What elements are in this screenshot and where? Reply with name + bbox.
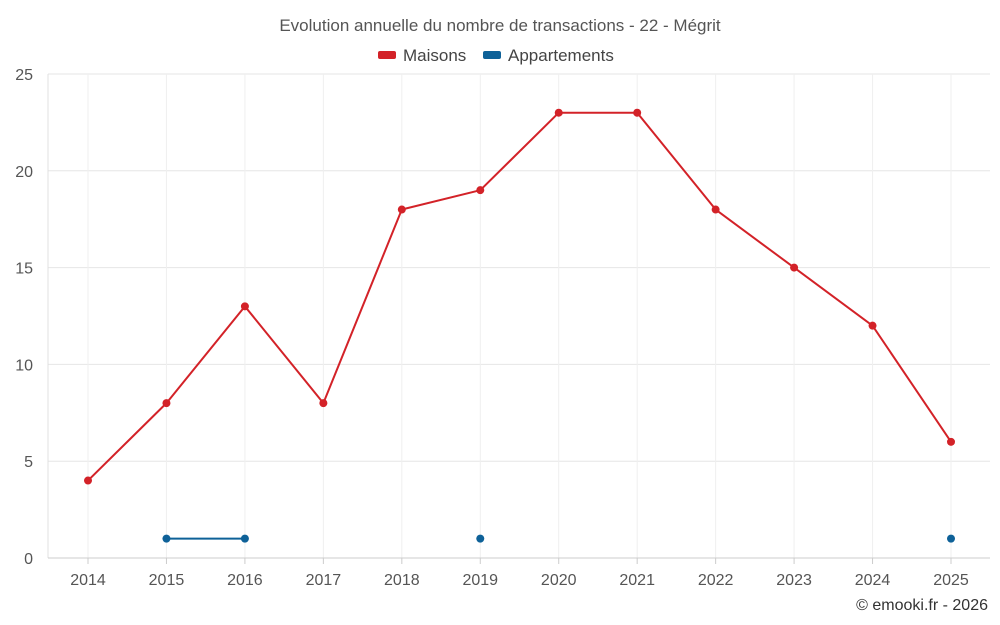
data-point[interactable] [476,186,485,195]
y-tick-label: 15 [15,261,33,278]
series-appartements [162,534,955,543]
data-point[interactable] [397,205,406,214]
grid [48,73,990,558]
x-tick-label: 2025 [933,572,969,589]
legend: Maisons Appartements [378,46,614,65]
x-tick-label: 2023 [776,572,812,589]
x-tick-label: 2022 [698,572,734,589]
y-tick-label: 10 [15,357,33,374]
x-tick-label: 2019 [462,572,498,589]
x-tick-label: 2017 [306,572,342,589]
x-tick-label: 2024 [855,572,891,589]
series-maisons [84,108,955,485]
legend-item-maisons[interactable]: Maisons [378,46,466,65]
series-layer [84,108,955,543]
data-point[interactable] [240,534,249,543]
data-point[interactable] [162,534,171,543]
data-point[interactable] [240,302,249,311]
legend-swatch [378,51,396,59]
series-line [87,111,952,482]
legend-label: Appartements [508,46,614,65]
y-tick-label: 20 [15,164,33,181]
data-point[interactable] [868,321,877,330]
data-point[interactable] [790,263,799,272]
x-tick-label: 2021 [619,572,655,589]
x-tick-label: 2020 [541,572,577,589]
data-point[interactable] [162,399,171,408]
credit-text: © emooki.fr - 2026 [856,597,988,614]
x-tick-label: 2014 [70,572,106,589]
y-tick-label: 25 [15,67,33,84]
legend-swatch [483,51,501,59]
data-point[interactable] [476,534,485,543]
y-tick-label: 0 [24,551,33,568]
chart-title: Evolution annuelle du nombre de transact… [279,16,721,35]
x-tick-label: 2018 [384,572,420,589]
data-point[interactable] [554,108,563,117]
legend-label: Maisons [403,46,466,65]
data-point[interactable] [711,205,720,214]
data-point[interactable] [947,534,955,543]
x-tick-label: 2015 [149,572,185,589]
y-tick-label: 5 [24,454,33,471]
x-tick-label: 2016 [227,572,263,589]
data-point[interactable] [319,399,328,408]
data-point[interactable] [633,108,642,117]
data-point[interactable] [947,437,955,446]
data-point[interactable] [84,476,92,485]
legend-item-appartements[interactable]: Appartements [483,46,614,65]
